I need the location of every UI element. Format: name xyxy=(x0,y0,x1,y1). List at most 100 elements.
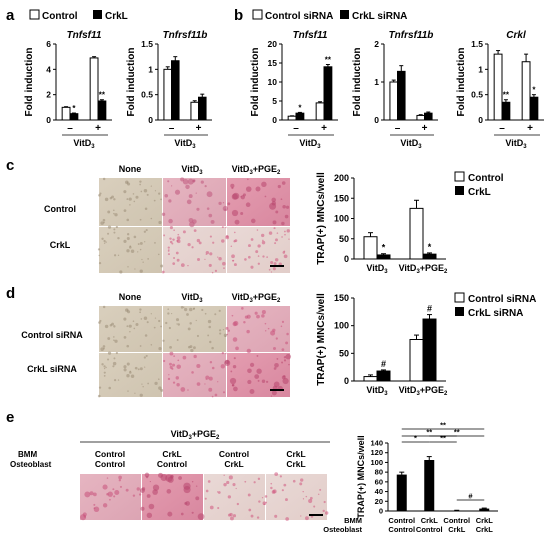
cell-speck xyxy=(250,514,254,518)
cell-speck xyxy=(210,219,215,224)
significance-mark: * xyxy=(72,104,76,113)
cell-speck xyxy=(201,308,204,312)
cell-speck xyxy=(232,259,235,262)
cell-speck xyxy=(139,308,142,311)
cell-speck xyxy=(160,198,162,201)
cell-speck xyxy=(152,484,160,491)
cell-speck xyxy=(196,238,201,243)
cell-speck xyxy=(322,509,325,513)
label-subscript: 3 xyxy=(384,391,388,397)
cell-speck xyxy=(135,195,139,199)
cell-speck xyxy=(171,185,173,187)
cell-speck xyxy=(266,380,269,383)
panel-letter-a: a xyxy=(6,7,15,24)
cell-speck xyxy=(98,321,101,324)
cell-speck xyxy=(257,477,261,481)
cell-speck xyxy=(143,356,147,359)
cell-speck xyxy=(127,310,131,314)
cell-speck xyxy=(223,267,225,269)
micrograph-d-control-none xyxy=(99,306,162,352)
cell-speck xyxy=(272,328,276,332)
panel-letter-c: c xyxy=(6,157,14,174)
col-header-none: None xyxy=(119,164,142,174)
y-tick-label: 1.5 xyxy=(471,39,483,49)
chart-a-tnfsf11: Tnfsf11 Fold induction 0 2 4 6 – * + ** VitD3 xyxy=(24,30,112,150)
cell-speck xyxy=(117,236,120,240)
cell-speck xyxy=(107,225,112,229)
cell-speck xyxy=(261,240,266,245)
bar-control xyxy=(521,61,531,121)
cell-speck xyxy=(261,379,266,383)
cell-speck xyxy=(270,260,274,265)
cell-speck xyxy=(191,371,194,374)
col-header-vitd3-pge2: VitD3+PGE2 xyxy=(232,164,281,176)
legend-swatch-control xyxy=(454,171,465,182)
cell-speck xyxy=(217,381,219,383)
significance-mark: # xyxy=(381,359,386,369)
cell-speck xyxy=(180,263,185,268)
chart-c-trap: TRAP(+) MNCs/well 050100150200*VitD3*VitD… xyxy=(316,172,448,275)
significance-mark: # xyxy=(468,492,473,501)
legend-label-crkl-sirna: CrkL siRNA xyxy=(468,308,523,319)
cell-speck xyxy=(234,239,238,243)
cell-speck xyxy=(126,362,130,366)
cell-speck xyxy=(264,195,267,198)
cell-speck xyxy=(216,491,219,493)
cell-speck xyxy=(150,185,152,187)
cell-speck xyxy=(114,339,118,343)
cell-speck xyxy=(113,231,116,234)
cell-speck xyxy=(170,475,174,479)
cell-speck xyxy=(211,366,215,370)
significance-mark: ** xyxy=(426,428,432,437)
cell-speck xyxy=(102,218,106,222)
y-tick-label: 100 xyxy=(370,458,383,467)
cell-speck xyxy=(207,480,211,483)
cell-speck xyxy=(105,366,107,369)
row-label-control-sirna: Control siRNA xyxy=(21,330,83,340)
cell-speck xyxy=(183,485,191,494)
y-tick-label: 0 xyxy=(344,376,349,386)
label-text: +PGE xyxy=(420,385,444,395)
x-axis-label-vitd3: VitD3 xyxy=(73,138,95,150)
col-label-osteoblast: CrkL xyxy=(286,459,305,469)
legend-swatch-control-sirna xyxy=(252,9,263,20)
cell-speck xyxy=(83,515,87,518)
significance-mark: ** xyxy=(503,91,510,100)
significance-mark: ** xyxy=(325,56,332,65)
cell-speck xyxy=(222,261,226,266)
micrograph-e-column-labels: ControlControlCrkLControlControlCrkLCrkL… xyxy=(95,449,306,469)
cell-speck xyxy=(288,363,290,366)
significance-mark: * xyxy=(428,242,432,252)
cell-speck xyxy=(126,198,129,201)
cell-speck xyxy=(123,190,127,194)
cell-speck xyxy=(176,236,181,240)
cell-speck xyxy=(245,186,252,192)
cell-speck xyxy=(275,210,279,214)
chart-b-tnfsf11: Tnfsf11 Fold induction 0 5 10 15 20 – * + ** VitD3 xyxy=(250,30,338,150)
cell-speck xyxy=(89,491,94,496)
y-tick-label: 200 xyxy=(334,173,349,183)
cell-speck xyxy=(158,253,160,256)
cell-speck xyxy=(177,359,180,362)
cell-speck xyxy=(197,257,201,261)
cell-speck xyxy=(111,195,114,199)
micrograph-c-crkl-vitd3 xyxy=(163,227,226,273)
cell-speck xyxy=(261,314,265,318)
row-label-crkl: CrkL xyxy=(50,240,71,250)
cell-speck xyxy=(134,268,136,270)
cell-speck xyxy=(102,484,108,490)
bar-crkl xyxy=(97,100,107,121)
cell-speck xyxy=(137,243,140,246)
bar-crkl xyxy=(424,112,433,121)
cell-speck xyxy=(196,207,200,211)
cell-speck xyxy=(256,314,260,319)
cell-speck xyxy=(225,235,230,240)
cell-speck xyxy=(161,212,166,217)
significance-mark: * xyxy=(414,434,417,443)
cell-speck xyxy=(219,332,222,335)
cell-speck xyxy=(107,210,111,214)
cell-speck xyxy=(169,362,172,366)
y-axis-label: TRAP(+) MNCs/well xyxy=(356,435,366,518)
cell-speck xyxy=(150,313,152,315)
significance-mark: ** xyxy=(99,91,106,100)
